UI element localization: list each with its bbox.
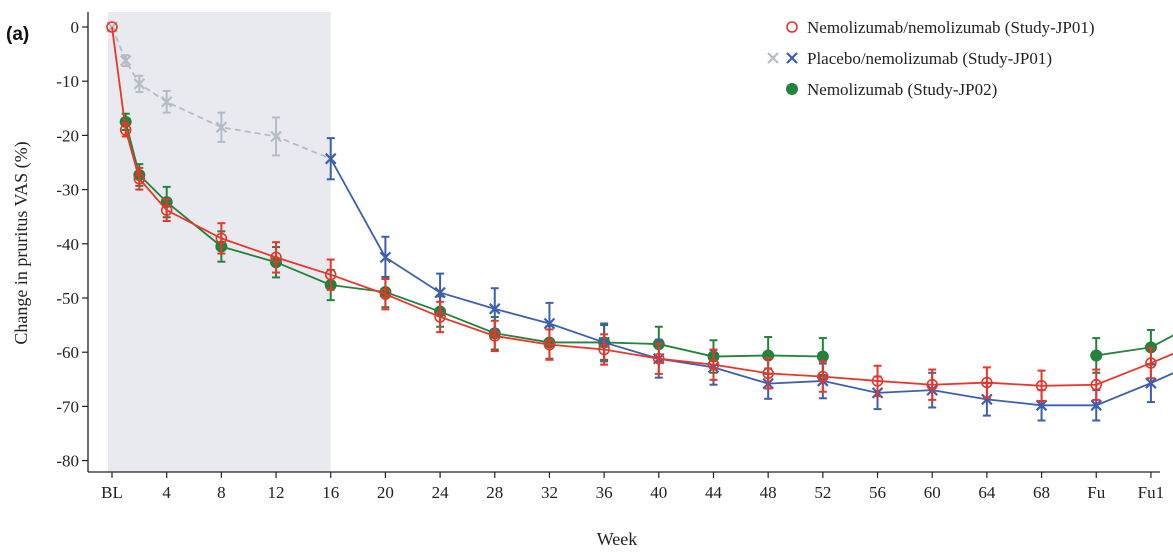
nemo-nemo-point (926, 378, 939, 391)
x-tick-label: 48 (760, 483, 777, 502)
nemo-nemo-point (652, 352, 665, 365)
y-tick-label: -80 (56, 452, 79, 471)
nemo-nemo-point (871, 375, 884, 387)
panel-label: (a) (6, 24, 29, 45)
placebo-nemo-point (434, 286, 446, 299)
nemo-nemo-point (598, 343, 610, 356)
series-layer (106, 21, 1173, 422)
placebo-nemo-point (270, 130, 282, 143)
nemo-nemo-point (1035, 380, 1048, 392)
placebo-nemo-point (981, 393, 993, 406)
placebo-nemo-point (160, 96, 173, 108)
nemo-nemo-point (379, 288, 392, 301)
x-tick-label: Fu1 (1138, 483, 1164, 502)
legend-label: Placebo/nemolizumab (Study-JP01) (807, 49, 1052, 68)
series-line (1096, 334, 1173, 357)
x-tick-label: 64 (978, 483, 996, 502)
y-tick-label: -60 (56, 343, 79, 362)
x-tick-label: 52 (814, 483, 831, 502)
nemo-nemo-point (160, 204, 173, 216)
legend-point (786, 52, 798, 64)
nemo-nemo-point (119, 124, 132, 136)
legend-item-placebo-nemo: Placebo/nemolizumab (Study-JP01) (767, 49, 1052, 68)
y-axis-label: Change in pruritus VAS (%) (11, 141, 32, 344)
nemo-nemo-point (981, 376, 993, 389)
nemo-jp02-point (816, 350, 829, 363)
legend-point (786, 83, 798, 95)
y-tick-label: -70 (56, 397, 79, 416)
nemo-nemo-point (215, 232, 228, 245)
x-tick-label: 36 (596, 483, 613, 502)
nemo-jp02-point (1090, 349, 1103, 362)
x-tick-label: 32 (541, 483, 558, 502)
x-tick-label: 28 (486, 483, 503, 502)
y-tick-label: -20 (56, 126, 79, 145)
placebo-nemo-point (1145, 377, 1157, 389)
x-tick-label: 60 (924, 483, 941, 502)
y-tick-label: -30 (56, 181, 79, 200)
legend-label: Nemolizumab/nemolizumab (Study-JP01) (807, 18, 1095, 37)
x-tick-label: 16 (322, 483, 339, 502)
nemo-nemo-point (1090, 378, 1103, 391)
placebo-nemo-point (379, 251, 392, 264)
legend-item-nemo-nemo: Nemolizumab/nemolizumab (Study-JP01) (786, 18, 1095, 37)
x-tick-label: 24 (432, 483, 450, 502)
x-tick-label: 56 (869, 483, 886, 502)
placebo-nemo-point (324, 152, 337, 165)
nemo-nemo-point (762, 367, 774, 380)
series-line-nemolizumab-phase (329, 158, 1173, 407)
x-tick-label: 12 (268, 483, 285, 502)
legend-point (767, 52, 779, 64)
placebo-nemo-point (1090, 399, 1103, 412)
x-tick-label: BL (101, 483, 123, 502)
x-tick-label: 68 (1033, 483, 1050, 502)
nemo-nemo-point (817, 370, 829, 383)
nemo-nemo-point (1145, 357, 1157, 369)
nemo-nemo-point (543, 338, 556, 351)
placebo-nemo-point (119, 54, 132, 67)
placebo-nemo-point (543, 317, 556, 330)
x-tick-label: 8 (217, 483, 226, 502)
placebo-nemo-point (133, 78, 146, 90)
y-tick-label: -40 (56, 235, 79, 254)
legend-item-nemo-jp02: Nemolizumab (Study-JP02) (786, 80, 997, 99)
x-tick-label: 20 (377, 483, 394, 502)
nemo-nemo-point (324, 268, 337, 281)
legend: Nemolizumab/nemolizumab (Study-JP01) Plac… (767, 18, 1095, 99)
x-tick-label: 40 (650, 483, 667, 502)
nemo-nemo-point (133, 172, 146, 185)
legend-point (786, 21, 798, 33)
x-tick-label: Fu (1087, 483, 1105, 502)
x-axis-label: Week (597, 529, 638, 549)
series-nemo-nemo (106, 21, 1173, 402)
nemo-nemo-point (270, 251, 282, 264)
placebo-nemo-point (215, 121, 228, 134)
legend-label: Nemolizumab (Study-JP02) (807, 80, 997, 99)
y-tick-label: -10 (56, 72, 79, 91)
placebo-nemo-point (488, 303, 501, 315)
x-tick-label: 4 (162, 483, 171, 502)
y-tick-label: -50 (56, 289, 79, 308)
nemo-nemo-point (106, 21, 118, 33)
nemo-nemo-point (434, 311, 446, 323)
x-tick-label: 44 (705, 483, 723, 502)
placebo-nemo-point (1035, 399, 1048, 412)
y-tick-label: 0 (71, 18, 80, 37)
nemo-nemo-point (707, 358, 720, 371)
nemo-nemo-point (488, 330, 501, 342)
